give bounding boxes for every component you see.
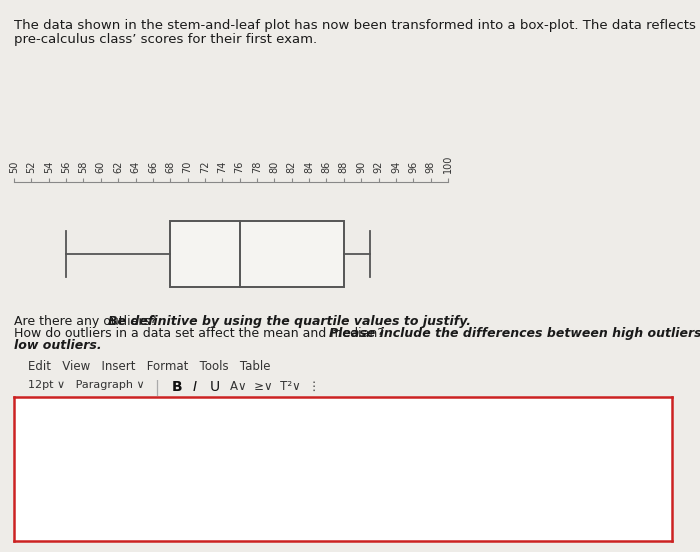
Text: U: U bbox=[210, 380, 220, 394]
Text: Please include the differences between high outliers and: Please include the differences between h… bbox=[329, 327, 700, 340]
Text: The data shown in the stem-and-leaf plot has now been transformed into a box-plo: The data shown in the stem-and-leaf plot… bbox=[14, 19, 700, 33]
Text: B: B bbox=[172, 380, 182, 394]
Text: A∨  ≥∨  T²∨  ⋮: A∨ ≥∨ T²∨ ⋮ bbox=[230, 380, 320, 393]
Text: Are there any outliers?: Are there any outliers? bbox=[14, 315, 160, 328]
Text: I: I bbox=[193, 380, 197, 394]
Bar bbox=[170, 221, 344, 287]
Text: pre-calculus class’ scores for their first exam.: pre-calculus class’ scores for their fir… bbox=[14, 33, 317, 46]
Text: 12pt ∨   Paragraph ∨: 12pt ∨ Paragraph ∨ bbox=[28, 380, 145, 390]
Text: Edit   View   Insert   Format   Tools   Table: Edit View Insert Format Tools Table bbox=[28, 360, 270, 373]
Text: low outliers.: low outliers. bbox=[14, 339, 101, 353]
Text: How do outliers in a data set affect the mean and median?: How do outliers in a data set affect the… bbox=[14, 327, 388, 340]
Text: |: | bbox=[154, 380, 159, 396]
Text: Be definitive by using the quartile values to justify.: Be definitive by using the quartile valu… bbox=[108, 315, 472, 328]
